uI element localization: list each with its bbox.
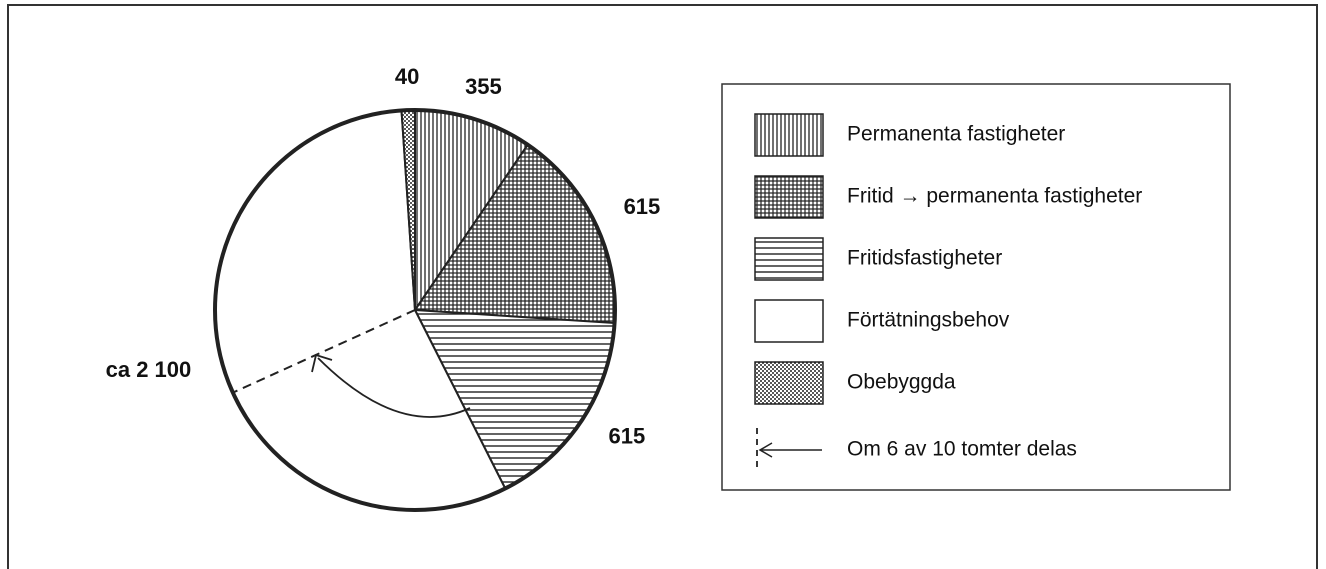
pie-outline — [213, 108, 617, 512]
legend-swatch — [754, 361, 824, 405]
data-label: 355 — [465, 74, 502, 99]
frame — [7, 4, 1318, 569]
legend-swatch — [754, 237, 824, 281]
legend-label: Förtätningsbehov — [847, 309, 1010, 332]
split-arrow — [317, 357, 471, 418]
legend-swatch — [754, 299, 824, 343]
legend-label: Fritidsfastigheter — [847, 247, 1002, 270]
legend-annotation: Om 6 av 10 tomter delas — [847, 438, 1077, 461]
legend-arrow-head — [758, 442, 773, 458]
arrow-head — [311, 353, 333, 373]
data-label: ca 2 100 — [106, 357, 192, 382]
legend-label: Obebyggda — [847, 371, 956, 394]
legend-swatch — [754, 113, 824, 157]
legend-label: Permanenta fastigheter — [847, 123, 1065, 146]
data-label: 615 — [609, 424, 646, 449]
legend-swatch — [754, 175, 824, 219]
data-label: 40 — [395, 64, 419, 89]
legend-label: Fritid → permanenta fastigheter — [847, 185, 1142, 208]
pie — [213, 108, 617, 512]
data-label: 615 — [624, 194, 661, 219]
split-line — [231, 309, 416, 394]
